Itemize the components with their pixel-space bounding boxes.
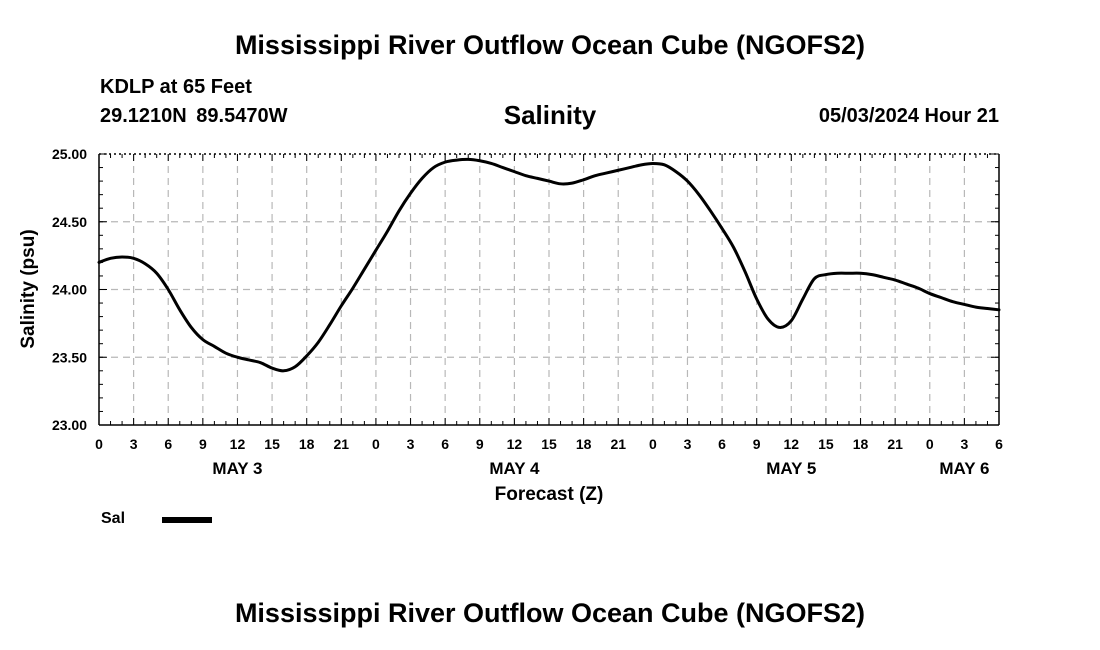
x-tick-label: 15 bbox=[541, 436, 557, 452]
chart-title: Mississippi River Outflow Ocean Cube (NG… bbox=[234, 30, 866, 60]
station-coordinates: 29.1210N 89.5470W bbox=[100, 105, 288, 127]
x-tick-label: 0 bbox=[649, 436, 657, 452]
x-tick-label: 0 bbox=[372, 436, 380, 452]
x-tick-label: 21 bbox=[610, 436, 626, 452]
x-tick-label: 12 bbox=[784, 436, 800, 452]
series bbox=[97, 157, 1001, 373]
x-tick-label: 6 bbox=[995, 436, 1003, 452]
legend-line-swatch bbox=[162, 517, 212, 523]
grid bbox=[99, 154, 999, 425]
x-day-label: MAY 5 bbox=[766, 459, 816, 478]
y-tick-label: 24.50 bbox=[52, 214, 87, 230]
variable-title: Salinity bbox=[503, 100, 597, 130]
x-day-label: MAY 4 bbox=[489, 459, 540, 478]
x-tick-label: 9 bbox=[753, 436, 761, 452]
x-tick-label: 6 bbox=[718, 436, 726, 452]
legend-label: Sal bbox=[101, 510, 126, 527]
series-line-sal bbox=[97, 157, 1001, 373]
x-tick-label: 0 bbox=[926, 436, 934, 452]
station-name: KDLP at 65 Feet bbox=[100, 76, 252, 98]
x-day-label: MAY 3 bbox=[212, 459, 262, 478]
x-tick-label: 12 bbox=[230, 436, 246, 452]
x-tick-label: 9 bbox=[476, 436, 484, 452]
x-tick-label: 21 bbox=[887, 436, 903, 452]
x-tick-label: 3 bbox=[684, 436, 692, 452]
y-tick-label: 24.00 bbox=[52, 282, 87, 298]
x-tick-label: 18 bbox=[853, 436, 869, 452]
y-tick-label: 25.00 bbox=[52, 146, 87, 162]
x-tick-label: 0 bbox=[95, 436, 103, 452]
y-tick-label: 23.00 bbox=[52, 417, 87, 433]
x-axis-label: Forecast (Z) bbox=[495, 484, 604, 505]
axes: 0 3 6 9 12 15 18 21 0 3 6 9 12 15 18 21 0 3 6 9 12 15 18 21 0 3 6 2… bbox=[52, 146, 1003, 478]
x-tick-label: 3 bbox=[130, 436, 138, 452]
x-tick-label: 3 bbox=[960, 436, 968, 452]
x-tick-label: 6 bbox=[441, 436, 449, 452]
x-tick-label: 18 bbox=[299, 436, 315, 452]
x-tick-label: 15 bbox=[818, 436, 834, 452]
x-tick-label: 6 bbox=[164, 436, 172, 452]
x-tick-label: 15 bbox=[264, 436, 280, 452]
x-tick-label: 18 bbox=[576, 436, 592, 452]
x-tick-label: 9 bbox=[199, 436, 207, 452]
x-tick-label: 12 bbox=[507, 436, 523, 452]
forecast-datetime: 05/03/2024 Hour 21 bbox=[818, 105, 999, 127]
footer-title: Mississippi River Outflow Ocean Cube (NG… bbox=[234, 598, 866, 628]
x-tick-label: 21 bbox=[334, 436, 350, 452]
y-tick-label: 23.50 bbox=[52, 349, 87, 365]
x-day-label: MAY 6 bbox=[939, 459, 989, 478]
x-tick-label: 3 bbox=[407, 436, 415, 452]
y-axis-label: Salinity (psu) bbox=[18, 229, 39, 348]
